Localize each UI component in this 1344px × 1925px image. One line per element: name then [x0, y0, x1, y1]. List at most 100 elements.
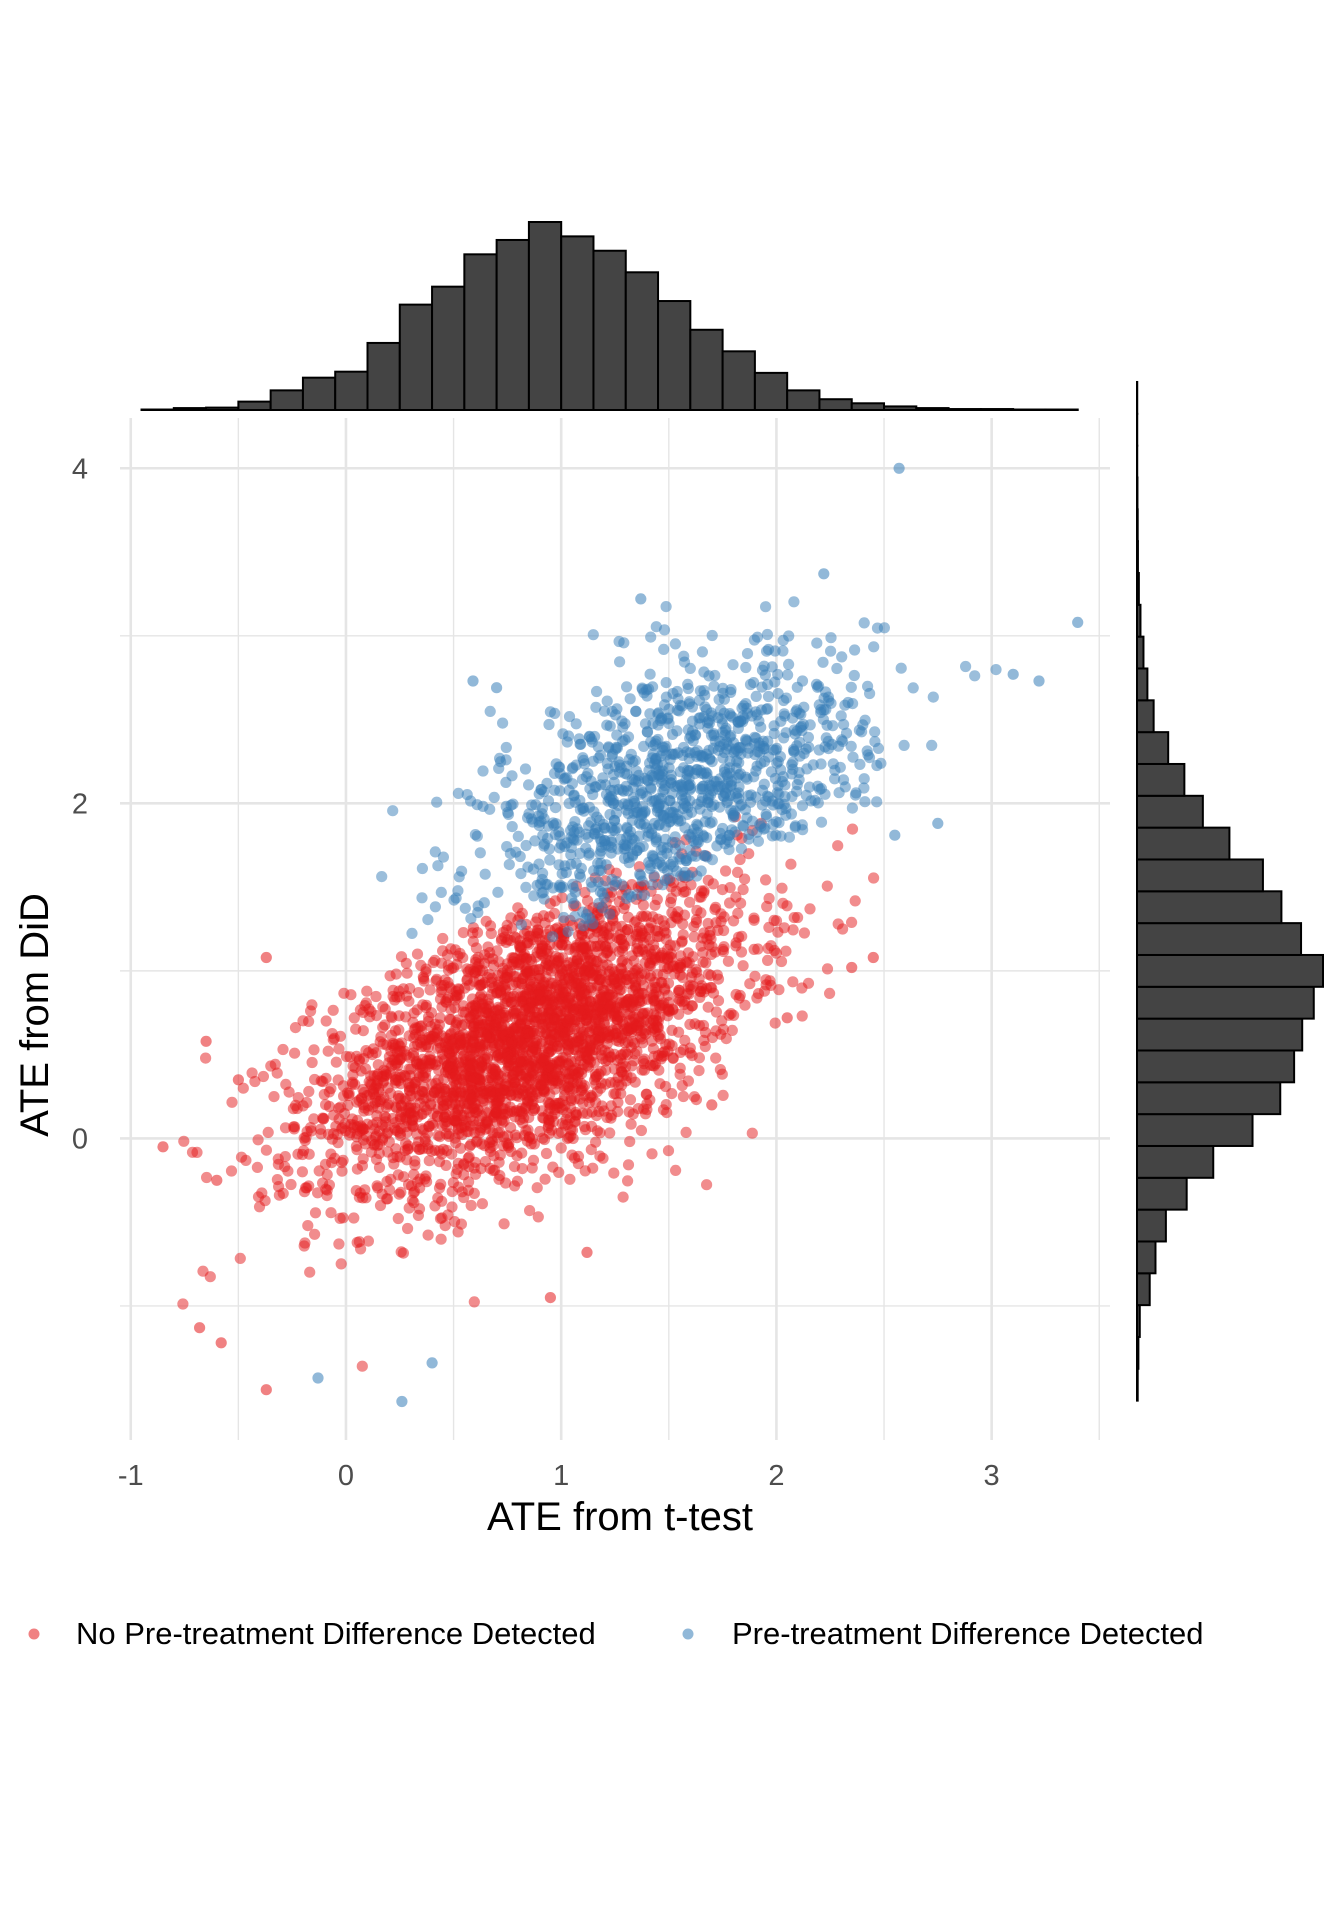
histogram-bar-y [1137, 764, 1184, 796]
scatter-point-difference [804, 782, 815, 793]
scatter-point-no-difference [233, 1074, 244, 1085]
scatter-point-no-difference [236, 1152, 247, 1163]
scatter-point-difference [603, 763, 614, 774]
scatter-point-difference [614, 656, 625, 667]
scatter-point-difference [554, 880, 565, 891]
scatter-point-no-difference [639, 946, 650, 957]
scatter-point-no-difference [394, 1189, 405, 1200]
scatter-point-no-difference [495, 1009, 506, 1020]
scatter-point-no-difference [481, 1107, 492, 1118]
scatter-point-difference [645, 632, 656, 643]
scatter-point-difference [607, 706, 618, 717]
scatter-point-no-difference [509, 1161, 520, 1172]
scatter-point-difference [491, 682, 502, 693]
histogram-bar-x [174, 408, 206, 410]
scatter-point-difference [784, 832, 795, 843]
scatter-point-no-difference [465, 1061, 476, 1072]
scatter-point-no-difference [731, 937, 742, 948]
scatter-point-no-difference [446, 1149, 457, 1160]
scatter-point-no-difference [688, 921, 699, 932]
scatter-point-difference [663, 704, 674, 715]
scatter-point-difference [396, 1396, 407, 1407]
scatter-point-no-difference [254, 1201, 265, 1212]
scatter-point-no-difference [563, 973, 574, 984]
scatter-point-no-difference [492, 1127, 503, 1138]
scatter-point-no-difference [463, 1185, 474, 1196]
scatter-point-no-difference [538, 1055, 549, 1066]
scatter-point-no-difference [402, 1144, 413, 1155]
scatter-point-difference [736, 843, 747, 854]
scatter-point-no-difference [385, 970, 396, 981]
scatter-point-difference [797, 800, 808, 811]
scatter-point-no-difference [477, 1198, 488, 1209]
scatter-point-difference [521, 840, 532, 851]
scatter-point-no-difference [718, 946, 729, 957]
scatter-point-difference [627, 774, 638, 785]
scatter-point-no-difference [605, 951, 616, 962]
scatter-point-no-difference [653, 914, 664, 925]
scatter-point-difference [708, 799, 719, 810]
scatter-point-no-difference [797, 1010, 808, 1021]
scatter-point-no-difference [322, 1169, 333, 1180]
scatter-point-difference [850, 790, 861, 801]
scatter-point-difference [837, 736, 848, 747]
scatter-point-difference [684, 698, 695, 709]
scatter-point-no-difference [708, 878, 719, 889]
scatter-point-difference [732, 772, 743, 783]
scatter-point-no-difference [348, 1212, 359, 1223]
x-tick-label: 0 [338, 1460, 354, 1492]
scatter-point-no-difference [673, 1027, 684, 1038]
scatter-point-difference [821, 732, 832, 743]
scatter-point-no-difference [728, 1010, 739, 1021]
scatter-point-no-difference [413, 1210, 424, 1221]
scatter-point-difference [683, 683, 694, 694]
scatter-point-difference [836, 651, 847, 662]
scatter-point-difference [598, 819, 609, 830]
scatter-point-no-difference [557, 1118, 568, 1129]
scatter-point-difference [779, 780, 790, 791]
scatter-point-difference [417, 863, 428, 874]
scatter-point-no-difference [358, 1053, 369, 1064]
scatter-point-difference [846, 682, 857, 693]
scatter-point-difference [859, 796, 870, 807]
histogram-bar-x [271, 390, 303, 410]
scatter-point-no-difference [502, 1049, 513, 1060]
scatter-point-difference [657, 786, 668, 797]
scatter-point-no-difference [610, 1028, 621, 1039]
scatter-point-no-difference [274, 1190, 285, 1201]
scatter-point-no-difference [597, 960, 608, 971]
scatter-point-difference [896, 663, 907, 674]
scatter-point-no-difference [700, 957, 711, 968]
scatter-point-no-difference [201, 1036, 212, 1047]
scatter-point-difference [762, 629, 773, 640]
scatter-point-no-difference [532, 989, 543, 1000]
scatter-point-difference [667, 856, 678, 867]
scatter-point-difference [875, 758, 886, 769]
scatter-point-difference [772, 798, 783, 809]
scatter-point-no-difference [693, 1065, 704, 1076]
scatter-point-difference [894, 463, 905, 474]
histogram-bar-x [658, 301, 690, 410]
scatter-point-no-difference [782, 1012, 793, 1023]
scatter-point-no-difference [505, 1146, 516, 1157]
scatter-point-no-difference [447, 1091, 458, 1102]
scatter-point-difference [628, 792, 639, 803]
scatter-point-no-difference [303, 1016, 314, 1027]
scatter-point-no-difference [769, 945, 780, 956]
scatter-point-no-difference [490, 1065, 501, 1076]
scatter-point-no-difference [499, 1218, 510, 1229]
scatter-point-no-difference [268, 1091, 279, 1102]
scatter-point-difference [621, 822, 632, 833]
scatter-point-no-difference [512, 1176, 523, 1187]
scatter-point-no-difference [415, 960, 426, 971]
scatter-point-difference [558, 912, 569, 923]
scatter-point-no-difference [868, 872, 879, 883]
scatter-point-no-difference [285, 1179, 296, 1190]
scatter-point-difference [717, 823, 728, 834]
scatter-point-no-difference [319, 1089, 330, 1100]
histogram-bar-y [1137, 828, 1229, 860]
scatter-point-no-difference [749, 971, 760, 982]
scatter-point-no-difference [751, 992, 762, 1003]
scatter-point-no-difference [544, 1128, 555, 1139]
scatter-point-difference [691, 838, 702, 849]
